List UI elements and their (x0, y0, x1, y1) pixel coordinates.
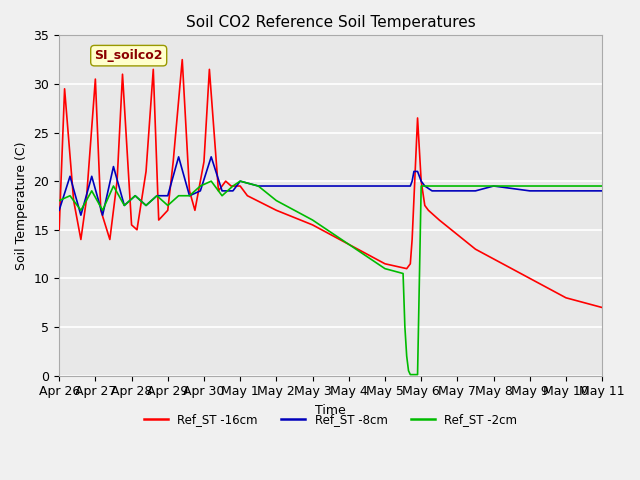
X-axis label: Time: Time (316, 404, 346, 417)
Text: SI_soilco2: SI_soilco2 (95, 49, 163, 62)
Title: Soil CO2 Reference Soil Temperatures: Soil CO2 Reference Soil Temperatures (186, 15, 476, 30)
Legend: Ref_ST -16cm, Ref_ST -8cm, Ref_ST -2cm: Ref_ST -16cm, Ref_ST -8cm, Ref_ST -2cm (140, 408, 522, 431)
Y-axis label: Soil Temperature (C): Soil Temperature (C) (15, 141, 28, 270)
